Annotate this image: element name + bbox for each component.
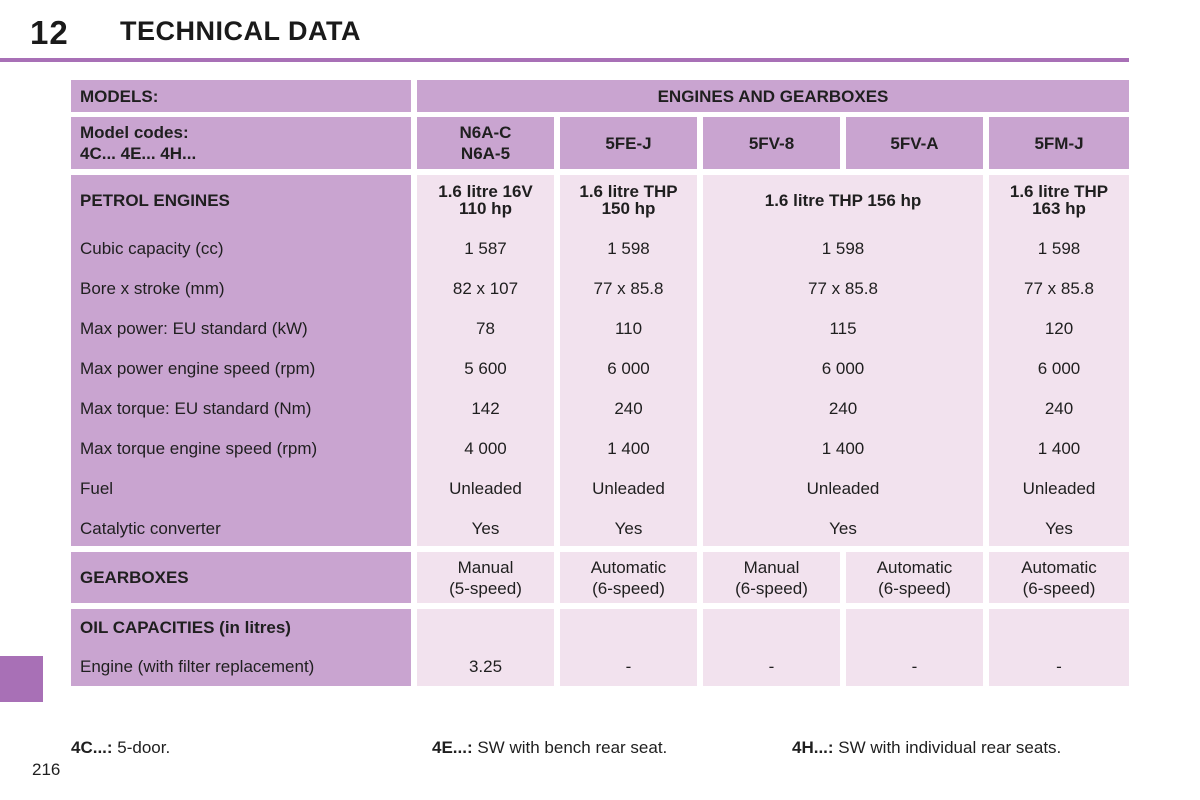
header-rule: [0, 58, 1129, 62]
spec-value: 6 000: [1037, 358, 1081, 378]
spec-value: 5 600: [464, 358, 507, 378]
spec-value: 142: [471, 398, 500, 418]
spec-value: 115: [829, 318, 857, 338]
spec-label: Max torque: EU standard (Nm): [80, 398, 312, 418]
spec-value: 110: [614, 318, 643, 338]
spec-value: 1 598: [607, 238, 650, 258]
spec-value: 6 000: [607, 358, 650, 378]
petrol-engines-label: PETROL ENGINES: [80, 190, 230, 210]
footnote-4h: 4H...: SW with individual rear seats.: [792, 738, 1062, 757]
spec-value: 77 x 85.8: [808, 278, 878, 298]
spec-label: Max torque engine speed (rpm): [80, 438, 318, 458]
spec-value: 240: [1044, 398, 1074, 418]
spec-value: 1 598: [1037, 238, 1081, 258]
oil-value: -: [1056, 656, 1062, 676]
engine-name: 1.6 litre 16V 110 hp: [438, 182, 533, 218]
spec-label: Cubic capacity (cc): [80, 238, 224, 258]
oil-value: -: [911, 656, 918, 676]
model-code-5fv-8: 5FV-8: [703, 117, 840, 169]
spec-label: Max power: EU standard (kW): [80, 318, 308, 338]
spec-value: 82 x 107: [452, 278, 519, 298]
chapter-side-tab: [0, 656, 43, 702]
spec-value: Unleaded: [806, 478, 880, 498]
page-title: TECHNICAL DATA: [120, 16, 361, 46]
engine-column-2: 1.6 litre THP 150 hp 1 598 77 x 85.8 110 …: [560, 175, 697, 546]
spec-value: Unleaded: [592, 478, 665, 498]
footnote-4e: 4E...: SW with bench rear seat.: [432, 738, 668, 757]
chapter-number: 12: [30, 14, 69, 51]
oil-row-label: Engine (with filter replacement): [80, 656, 315, 676]
oil-cell: -: [560, 609, 697, 686]
oil-value: -: [768, 656, 775, 676]
engine-column-3: 1.6 litre THP 156 hp 1 598 77 x 85.8 115…: [703, 175, 983, 546]
spec-value: 240: [828, 398, 858, 418]
spec-value: Yes: [471, 518, 500, 538]
spec-value: Unleaded: [1022, 478, 1096, 498]
spec-label: Bore x stroke (mm): [80, 278, 225, 298]
spec-value: 1 400: [821, 438, 865, 458]
spec-value: 78: [476, 318, 495, 338]
models-header: MODELS:: [71, 80, 411, 112]
gearbox-cell: Manual (5-speed): [417, 552, 554, 603]
spec-value: 1 587: [464, 238, 507, 258]
model-code-5fm-j: 5FM-J: [989, 117, 1129, 169]
model-codes-label: Model codes: 4C... 4E... 4H...: [71, 117, 411, 169]
spec-value: 240: [614, 398, 643, 418]
engine-name: 1.6 litre THP 156 hp: [764, 190, 922, 210]
spec-value: 1 598: [821, 238, 865, 258]
engines-header: ENGINES AND GEARBOXES: [417, 80, 1129, 112]
spec-value: Unleaded: [449, 478, 522, 498]
oil-capacities-label: OIL CAPACITIES (in litres): [80, 617, 291, 637]
page-number: 216: [32, 760, 61, 779]
spec-label: Catalytic converter: [80, 518, 221, 538]
spec-label: Max power engine speed (rpm): [80, 358, 316, 378]
engine-name: 1.6 litre THP 163 hp: [1009, 182, 1109, 218]
spec-value: 120: [1044, 318, 1074, 338]
spec-label: Fuel: [80, 478, 114, 498]
spec-value: 6 000: [821, 358, 865, 378]
spec-value: Yes: [1045, 518, 1073, 538]
gearboxes-label: GEARBOXES: [71, 552, 411, 603]
oil-value: -: [625, 656, 632, 676]
spec-value: 77 x 85.8: [1024, 278, 1094, 298]
gearbox-cell: Manual (6-speed): [703, 552, 840, 603]
oil-cell: -: [703, 609, 840, 686]
spec-value: 1 400: [1037, 438, 1081, 458]
engine-column-4: 1.6 litre THP 163 hp 1 598 77 x 85.8 120 …: [989, 175, 1129, 546]
spec-value: Yes: [829, 518, 857, 538]
oil-cell: -: [846, 609, 983, 686]
engine-column-1: 1.6 litre 16V 110 hp 1 587 82 x 107 78 5 …: [417, 175, 554, 546]
spec-value: 77 x 85.8: [593, 278, 664, 298]
spec-value: 1 400: [607, 438, 650, 458]
model-code-n6a: N6A-C N6A-5: [417, 117, 554, 169]
gearbox-cell: Automatic (6-speed): [989, 552, 1129, 603]
oil-value: 3.25: [468, 656, 503, 676]
footnote-4c: 4C...: 5-door.: [71, 738, 171, 757]
oil-label-column: OIL CAPACITIES (in litres) Engine (with …: [71, 609, 411, 686]
model-code-5fe-j: 5FE-J: [560, 117, 697, 169]
gearbox-cell: Automatic (6-speed): [846, 552, 983, 603]
model-code-5fv-a: 5FV-A: [846, 117, 983, 169]
oil-cell: 3.25: [417, 609, 554, 686]
spec-value: Yes: [614, 518, 643, 538]
gearbox-cell: Automatic (6-speed): [560, 552, 697, 603]
petrol-label-column: PETROL ENGINES Cubic capacity (cc) Bore …: [71, 175, 411, 546]
spec-value: 4 000: [464, 438, 507, 458]
engine-name: 1.6 litre THP 150 hp: [579, 182, 678, 218]
oil-cell: -: [989, 609, 1129, 686]
